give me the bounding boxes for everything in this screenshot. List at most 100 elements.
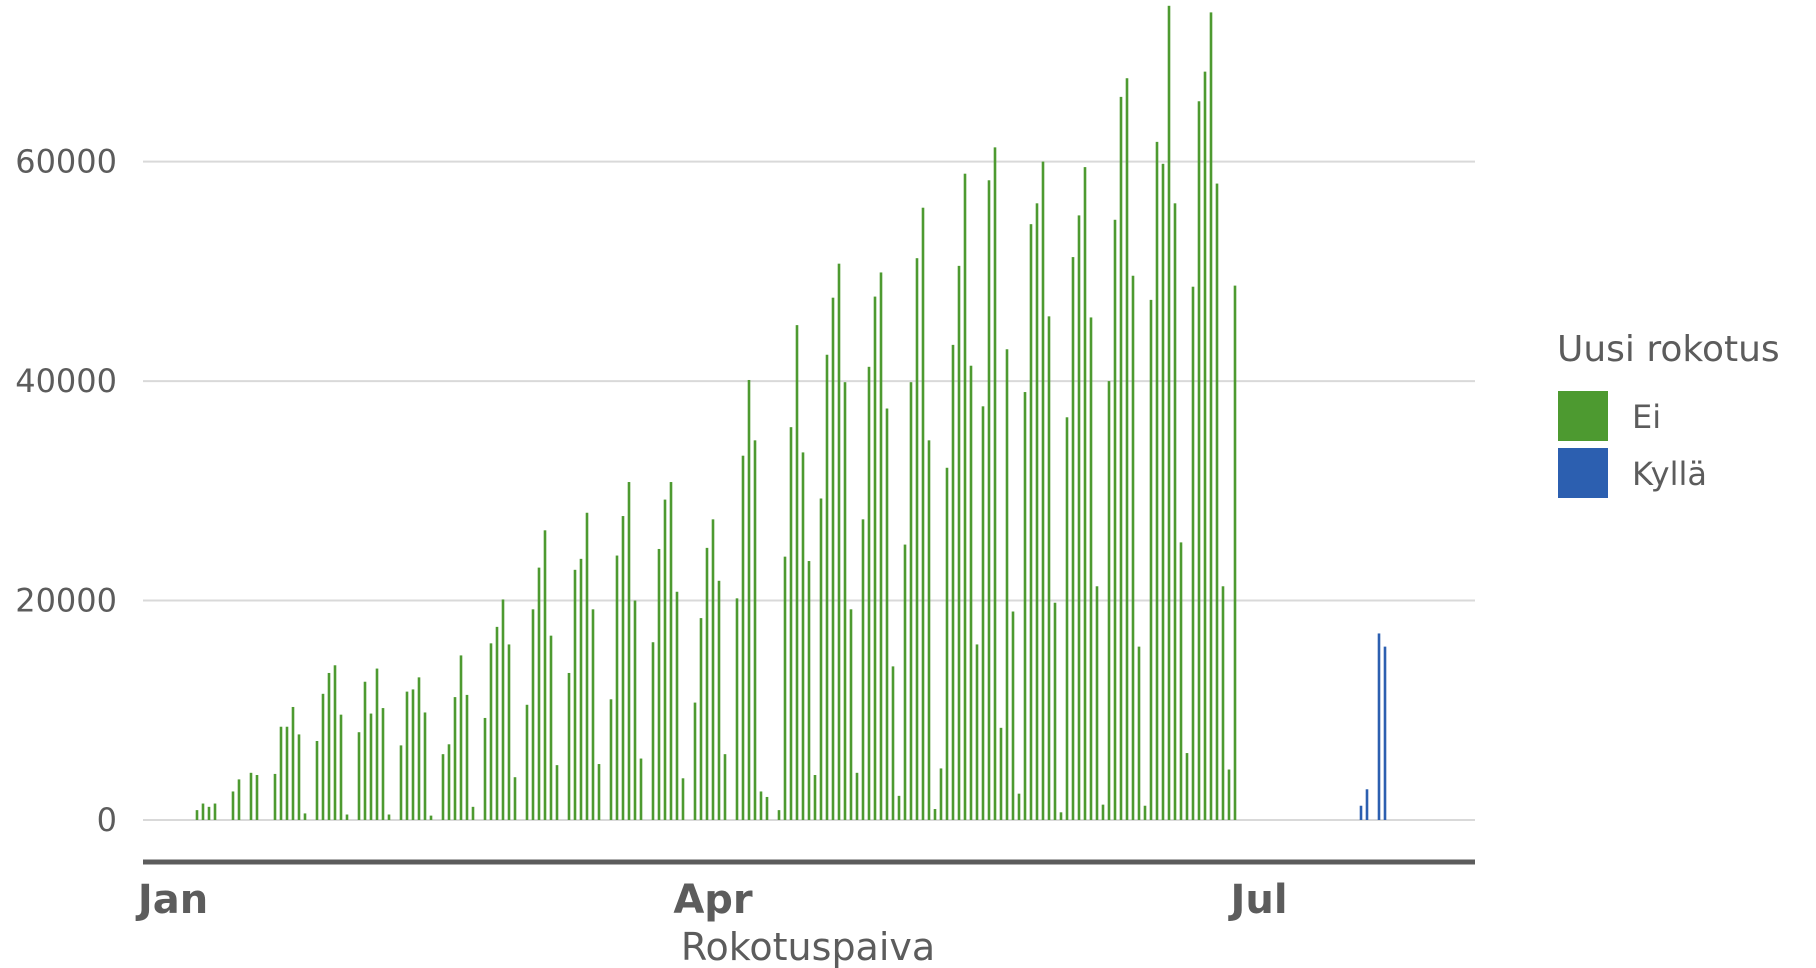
bar-ei — [951, 344, 955, 820]
x-axis-title: Rokotuspaiva — [681, 925, 935, 968]
bar-ei — [609, 699, 613, 820]
bar-ei — [597, 764, 601, 820]
bar-ei — [1125, 78, 1129, 820]
bar-ei — [681, 778, 685, 820]
bar-ei — [429, 815, 433, 820]
bar-ei — [795, 325, 799, 820]
bar-ei — [591, 609, 595, 820]
bar-ei — [939, 768, 943, 820]
bar-ei — [891, 666, 895, 820]
x-axis-tick-labels: Jan Apr Jul — [135, 877, 1288, 923]
bar-ei — [963, 173, 967, 820]
legend-items: Ei Kyllä — [1558, 391, 1707, 498]
bar-ei — [777, 810, 781, 820]
bar-ei — [657, 548, 661, 820]
bar-ei — [1095, 586, 1099, 820]
y-tick-label: 40000 — [15, 362, 117, 400]
bar-ei — [1185, 753, 1189, 820]
bar-ei — [1053, 602, 1057, 820]
bar-ei — [297, 734, 301, 820]
bar-ei — [627, 482, 631, 820]
bar-ei — [1041, 161, 1045, 820]
bar-ei — [1089, 317, 1093, 820]
bar-ei — [1029, 224, 1033, 820]
bar-ei — [849, 609, 853, 820]
bar-ei — [855, 772, 859, 820]
bar-ei — [903, 544, 907, 820]
bar-ei — [315, 740, 319, 820]
bar-ei — [525, 704, 529, 820]
bar-ei — [711, 519, 715, 820]
bar-ei — [237, 779, 241, 820]
bar-ei — [723, 754, 727, 820]
bar-ei — [651, 642, 655, 820]
bar-kyllä — [1359, 805, 1363, 820]
bar-ei — [753, 440, 757, 820]
bar-ei — [273, 773, 277, 820]
bar-ei — [321, 693, 325, 820]
bar-ei — [483, 717, 487, 820]
bar-ei — [837, 263, 841, 820]
bar-ei — [459, 655, 463, 820]
bar-ei — [807, 561, 811, 820]
x-tick-label: Jul — [1227, 877, 1287, 923]
legend-label: Ei — [1632, 398, 1661, 436]
bar-ei — [669, 482, 673, 820]
bar-ei — [1215, 183, 1219, 820]
bar-ei — [1119, 96, 1123, 820]
bar-ei — [1233, 285, 1237, 820]
bar-ei — [1155, 141, 1159, 821]
bar-ei — [921, 207, 925, 820]
bar-ei — [699, 618, 703, 820]
bar-ei — [201, 803, 205, 820]
x-tick-label: Jan — [135, 877, 208, 923]
bar-ei — [1047, 316, 1051, 820]
bar-ei — [399, 745, 403, 820]
bar-ei — [585, 512, 589, 820]
bar-ei — [1149, 299, 1153, 820]
bar-ei — [249, 772, 253, 820]
bar-ei — [933, 809, 937, 820]
bar-ei — [1083, 167, 1087, 821]
bar-ei — [1191, 286, 1195, 820]
bar-ei — [1137, 646, 1141, 820]
bar-ei — [213, 803, 217, 820]
bar-ei — [465, 694, 469, 820]
bar-ei — [801, 452, 805, 820]
bar-ei — [513, 777, 517, 820]
bar-ei — [843, 382, 847, 820]
bar-ei — [639, 758, 643, 820]
bar-ei — [1197, 101, 1201, 821]
bar-ei — [357, 732, 361, 820]
bar-ei — [1209, 12, 1213, 821]
bar-ei — [879, 272, 883, 821]
bar-ei — [531, 609, 535, 820]
bar-ei — [1221, 586, 1225, 820]
y-axis-tick-labels: 0 20000 40000 60000 — [15, 143, 117, 839]
bar-ei — [501, 599, 505, 820]
bar-ei — [447, 744, 451, 820]
bar-ei — [1023, 392, 1027, 820]
bar-ei — [915, 258, 919, 820]
bar-ei — [387, 814, 391, 820]
bar-ei — [615, 555, 619, 820]
bar-ei — [495, 626, 499, 820]
bar-ei — [747, 379, 751, 820]
bar-ei — [1059, 812, 1063, 820]
bar-ei — [573, 569, 577, 820]
bar-ei — [957, 265, 961, 820]
bar-ei — [327, 672, 331, 820]
bar-ei — [987, 180, 991, 820]
bar-ei — [345, 814, 349, 820]
bar-kyllä — [1377, 633, 1381, 820]
bar-ei — [897, 795, 901, 820]
bar-ei — [813, 775, 817, 820]
bar-ei — [705, 547, 709, 820]
bar-ei — [1203, 71, 1207, 820]
bar-ei — [441, 754, 445, 820]
bar-ei — [873, 296, 877, 820]
bar-kyllä — [1383, 646, 1387, 820]
bar-kyllä — [1365, 789, 1369, 820]
bar-ei — [405, 691, 409, 820]
bar-ei — [969, 365, 973, 820]
